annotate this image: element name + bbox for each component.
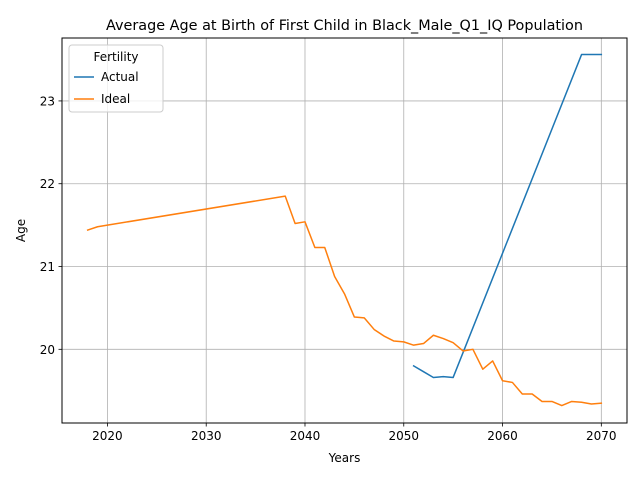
grid (62, 38, 627, 423)
legend-box (68, 44, 164, 113)
series-lines (86, 53, 603, 407)
legend-label-ideal: Ideal (101, 92, 130, 106)
series-line-ideal (86, 195, 603, 407)
x-tick-label: 2020 (92, 429, 123, 443)
x-tick-label: 2060 (487, 429, 518, 443)
ticks: 2020 2030 2040 2050 2060 2070 20 21 22 23 (40, 94, 617, 443)
plot-frame (61, 37, 628, 424)
y-tick-label: 21 (40, 260, 55, 274)
x-tick-label: 2030 (191, 429, 222, 443)
x-tick-label: 2050 (388, 429, 419, 443)
y-tick-label: 20 (40, 343, 55, 357)
x-axis-label: Years (328, 451, 361, 465)
y-tick-label: 23 (40, 94, 55, 108)
series-line-actual (412, 53, 603, 379)
legend-title: Fertility (93, 50, 138, 64)
y-axis-label: Age (14, 219, 28, 242)
legend-label-actual: Actual (101, 70, 139, 84)
chart-title: Average Age at Birth of First Child in B… (106, 18, 583, 34)
x-tick-label: 2070 (586, 429, 617, 443)
y-tick-label: 22 (40, 177, 55, 191)
legend: Fertility Actual Ideal (68, 44, 164, 113)
x-tick-label: 2040 (290, 429, 321, 443)
